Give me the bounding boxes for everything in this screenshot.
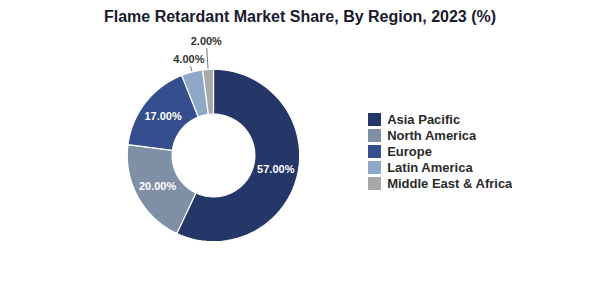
svg-text:4.00%: 4.00% — [173, 53, 204, 65]
svg-text:57.00%: 57.00% — [257, 163, 295, 175]
html-text:Latin America: Latin America — [387, 159, 473, 175]
html-text:Europe: Europe — [387, 143, 432, 159]
html-text:Flame Retardant Market Share,: Flame Retardant Market Share, By Region,… — [103, 8, 497, 25]
html-text:North America: North America — [387, 127, 477, 143]
html-text:Asia Pacific: Asia Pacific — [387, 111, 461, 127]
svg-text:17.00%: 17.00% — [144, 110, 182, 122]
svg-text:2.00%: 2.00% — [190, 35, 221, 47]
html-text:Middle East & Africa: Middle East & Africa — [387, 175, 513, 191]
svg-text:20.00%: 20.00% — [139, 180, 177, 192]
